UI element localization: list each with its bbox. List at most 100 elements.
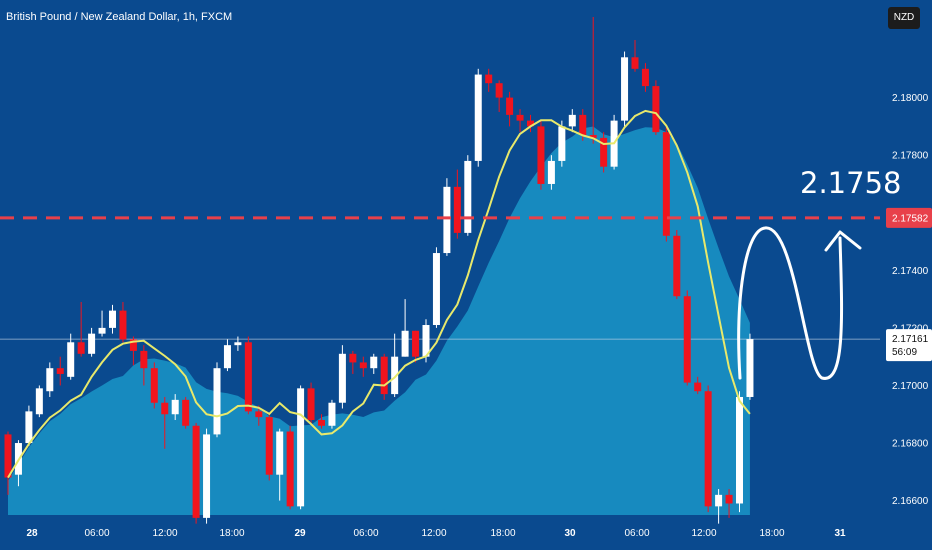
candle	[558, 120, 566, 167]
candle	[265, 414, 273, 481]
candle-body	[725, 494, 733, 504]
candle-body	[464, 160, 472, 233]
candle	[318, 414, 325, 429]
candle-body	[77, 342, 85, 354]
overlay-layer: 2.1758	[0, 166, 901, 380]
candle-body	[589, 135, 597, 138]
y-tick-label: 2.17200	[892, 323, 929, 334]
candle	[88, 327, 96, 357]
candle	[600, 132, 608, 173]
candle-body	[129, 339, 137, 351]
candle-body	[568, 114, 576, 127]
candle-body	[161, 402, 169, 415]
candle	[35, 385, 43, 418]
currency-badge[interactable]: NZD	[888, 7, 920, 29]
candle-body	[506, 97, 514, 115]
candle-body	[328, 402, 336, 426]
x-tick-label: 18:00	[219, 528, 244, 539]
candle-body	[715, 494, 723, 507]
candle-body	[297, 388, 305, 507]
candle-body	[652, 86, 660, 133]
candle	[4, 431, 12, 495]
x-tick-label: 31	[834, 528, 846, 539]
candle-body	[88, 333, 96, 354]
candle-body	[641, 68, 649, 87]
candle	[736, 391, 743, 513]
candle-body	[412, 330, 420, 357]
candle	[641, 63, 649, 92]
candle-body	[621, 57, 629, 121]
candle	[464, 155, 472, 236]
countdown-text: 56:09	[892, 347, 917, 358]
candle-body	[307, 388, 315, 421]
candle-body	[276, 431, 284, 475]
candle-body	[223, 345, 231, 369]
candle-body	[453, 186, 461, 233]
candle-body	[443, 186, 451, 254]
target-annotation: 2.1758	[800, 166, 901, 200]
candle	[109, 304, 116, 334]
candle	[673, 230, 681, 300]
candle	[234, 336, 242, 351]
y-tick-label: 2.17400	[892, 266, 929, 277]
area-layer	[8, 126, 750, 515]
candle	[715, 489, 723, 524]
candle-body	[746, 339, 754, 397]
candle	[495, 80, 503, 112]
candle-body	[25, 411, 33, 444]
candle	[485, 68, 493, 92]
candle-body	[495, 83, 503, 98]
candle-body	[401, 330, 409, 357]
candle-body	[171, 399, 179, 415]
candle-body	[704, 391, 712, 507]
moving-average-line	[7, 109, 751, 479]
candle	[506, 91, 514, 127]
candle	[67, 333, 75, 380]
candle	[412, 330, 420, 363]
candle-body	[286, 431, 294, 507]
ma-layer	[7, 109, 751, 479]
x-tick-label: 30	[564, 528, 576, 539]
candle-body	[98, 327, 106, 334]
candle-body	[359, 362, 367, 369]
x-tick-label: 18:00	[490, 528, 515, 539]
candle-body	[380, 356, 388, 395]
x-tick-label: 12:00	[421, 528, 446, 539]
candle	[119, 301, 127, 343]
candle	[244, 336, 252, 415]
candle-body	[244, 342, 252, 412]
candle-body	[370, 356, 378, 369]
y-tick-label: 2.16800	[892, 439, 929, 450]
candle-body	[35, 388, 43, 415]
candle	[150, 362, 158, 409]
candle	[359, 356, 367, 377]
candle	[589, 17, 597, 144]
candle	[662, 126, 670, 242]
candle	[746, 333, 754, 400]
candle	[568, 109, 576, 133]
candle	[631, 40, 639, 72]
x-tick-label: 12:00	[152, 528, 177, 539]
candle-body	[485, 74, 493, 84]
candle	[338, 345, 346, 409]
candle-body	[474, 74, 482, 161]
candle	[527, 114, 534, 133]
candle-body	[150, 368, 158, 403]
x-tick-label: 28	[26, 528, 38, 539]
candle	[223, 339, 231, 372]
candle-body	[600, 137, 608, 167]
candle	[516, 109, 524, 133]
candle	[46, 362, 54, 397]
candle-body	[683, 296, 691, 383]
candle	[370, 353, 378, 374]
candle	[25, 405, 33, 446]
candle	[547, 155, 555, 190]
y-tick-label: 2.17000	[892, 381, 929, 392]
candle	[349, 350, 357, 374]
candle-body	[631, 57, 639, 69]
current-price-tag-text: 2.17161	[892, 334, 929, 345]
y-tick-label: 2.16600	[892, 496, 929, 507]
candle-body	[579, 114, 587, 136]
projection-arrowhead	[824, 230, 862, 252]
